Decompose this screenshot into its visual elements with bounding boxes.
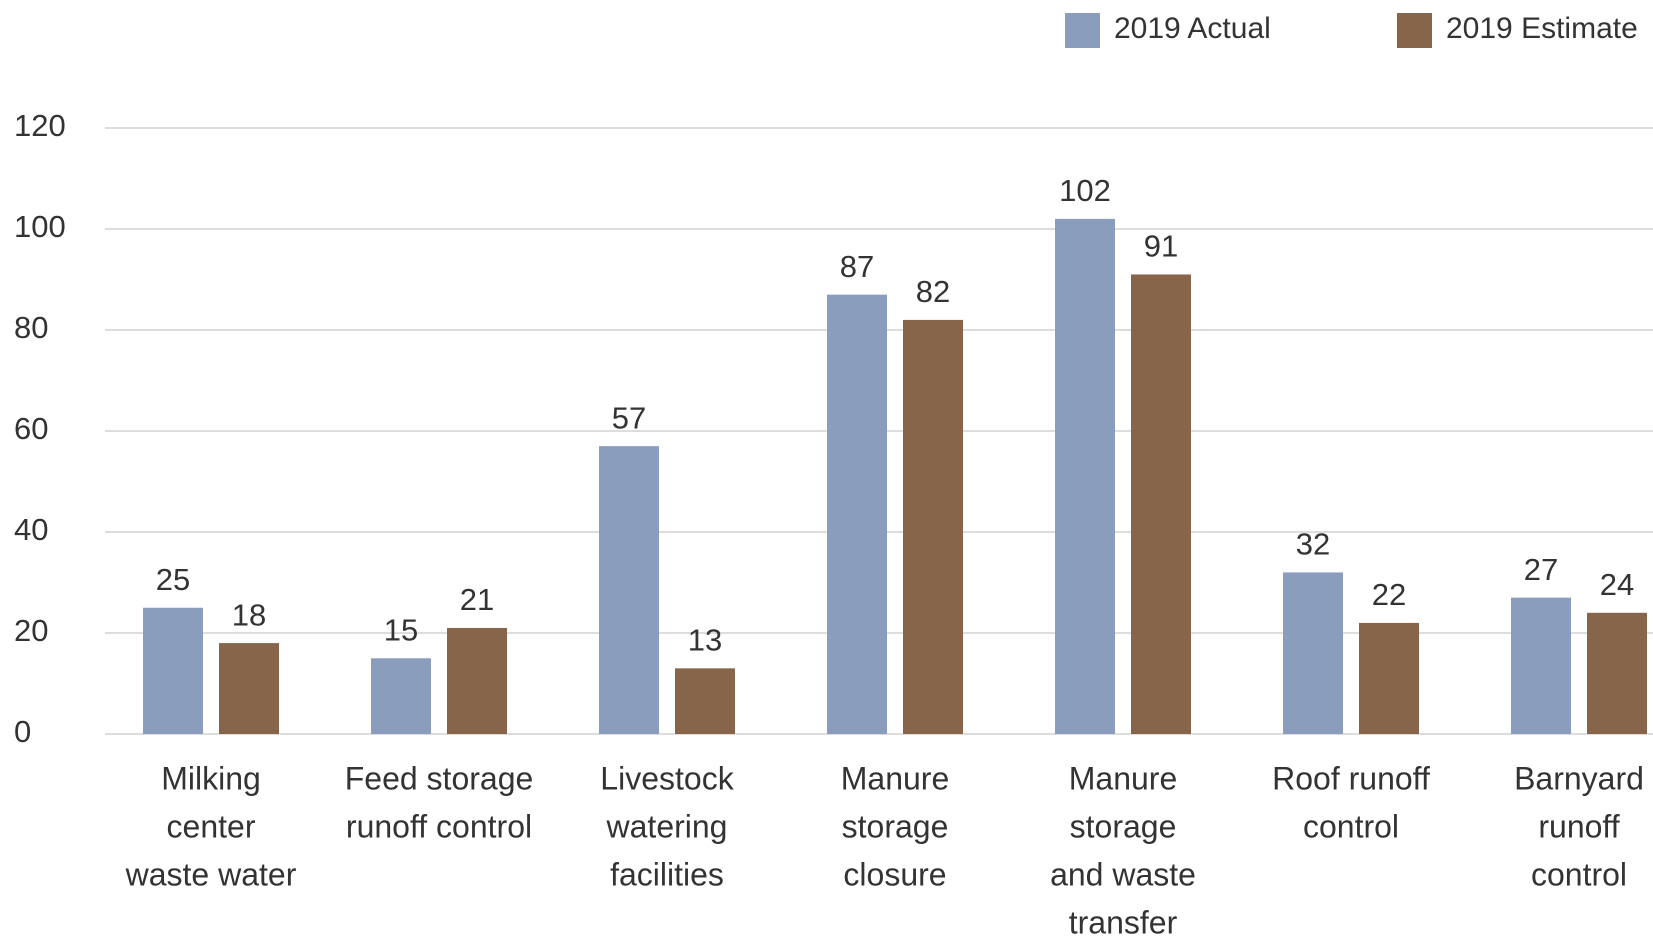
x-tick-label: center: [167, 808, 256, 844]
x-tick-label: storage: [842, 808, 949, 844]
x-tick-label: control: [1531, 856, 1627, 892]
x-tick-label: and waste: [1050, 856, 1196, 892]
legend-label: 2019 Actual: [1114, 12, 1271, 45]
legend-swatch: [1065, 13, 1100, 48]
bar: [1587, 612, 1647, 734]
x-tick-label: waste water: [125, 856, 297, 892]
y-tick-label: 40: [14, 512, 48, 547]
x-tick-label: Livestock: [600, 760, 734, 796]
bar: [675, 668, 735, 734]
value-label: 57: [612, 400, 646, 435]
bar: [827, 294, 887, 734]
value-label: 18: [232, 597, 266, 632]
value-label: 24: [1600, 567, 1634, 602]
bar: [1359, 622, 1419, 734]
value-label: 22: [1372, 577, 1406, 612]
bar: [447, 627, 507, 734]
bar: [1511, 597, 1571, 734]
value-label: 15: [384, 612, 418, 647]
bar: [143, 607, 203, 734]
x-tick-label: storage: [1070, 808, 1177, 844]
x-tick-label: facilities: [610, 856, 724, 892]
y-tick-label: 80: [14, 310, 48, 345]
value-label: 82: [916, 274, 950, 309]
x-tick-label: Manure: [841, 760, 950, 796]
value-label: 87: [840, 249, 874, 284]
y-tick-label: 60: [14, 411, 48, 446]
value-label: 91: [1144, 229, 1178, 264]
bar: [1131, 274, 1191, 734]
x-tick-label: Manure: [1069, 760, 1178, 796]
x-tick-label: watering: [606, 808, 728, 844]
x-tick-label: Milking: [161, 760, 261, 796]
x-tick-label: control: [1303, 808, 1399, 844]
bar: [371, 658, 431, 734]
bar: [599, 446, 659, 734]
value-label: 27: [1524, 552, 1558, 587]
x-tick-label: Barnyard: [1514, 760, 1644, 796]
bar: [1055, 218, 1115, 734]
value-label: 25: [156, 562, 190, 597]
x-tick-label: runoff: [1538, 808, 1619, 844]
bar: [219, 643, 279, 734]
x-tick-label: Roof runoff: [1272, 760, 1430, 796]
x-tick-label: Feed storage: [345, 760, 534, 796]
value-label: 32: [1296, 527, 1330, 562]
bar: [903, 319, 963, 734]
legend-label: 2019 Estimate: [1446, 12, 1638, 45]
x-tick-label: runoff control: [346, 808, 532, 844]
y-tick-label: 20: [14, 613, 48, 648]
x-tick-label: transfer: [1069, 904, 1178, 936]
y-tick-label: 120: [14, 108, 66, 143]
value-label: 21: [460, 582, 494, 617]
y-tick-label: 100: [14, 209, 66, 244]
y-tick-label: 0: [14, 714, 31, 749]
legend-swatch: [1397, 13, 1432, 48]
x-tick-label: closure: [843, 856, 946, 892]
value-label: 102: [1059, 173, 1111, 208]
bar: [1283, 572, 1343, 734]
value-label: 13: [688, 623, 722, 658]
